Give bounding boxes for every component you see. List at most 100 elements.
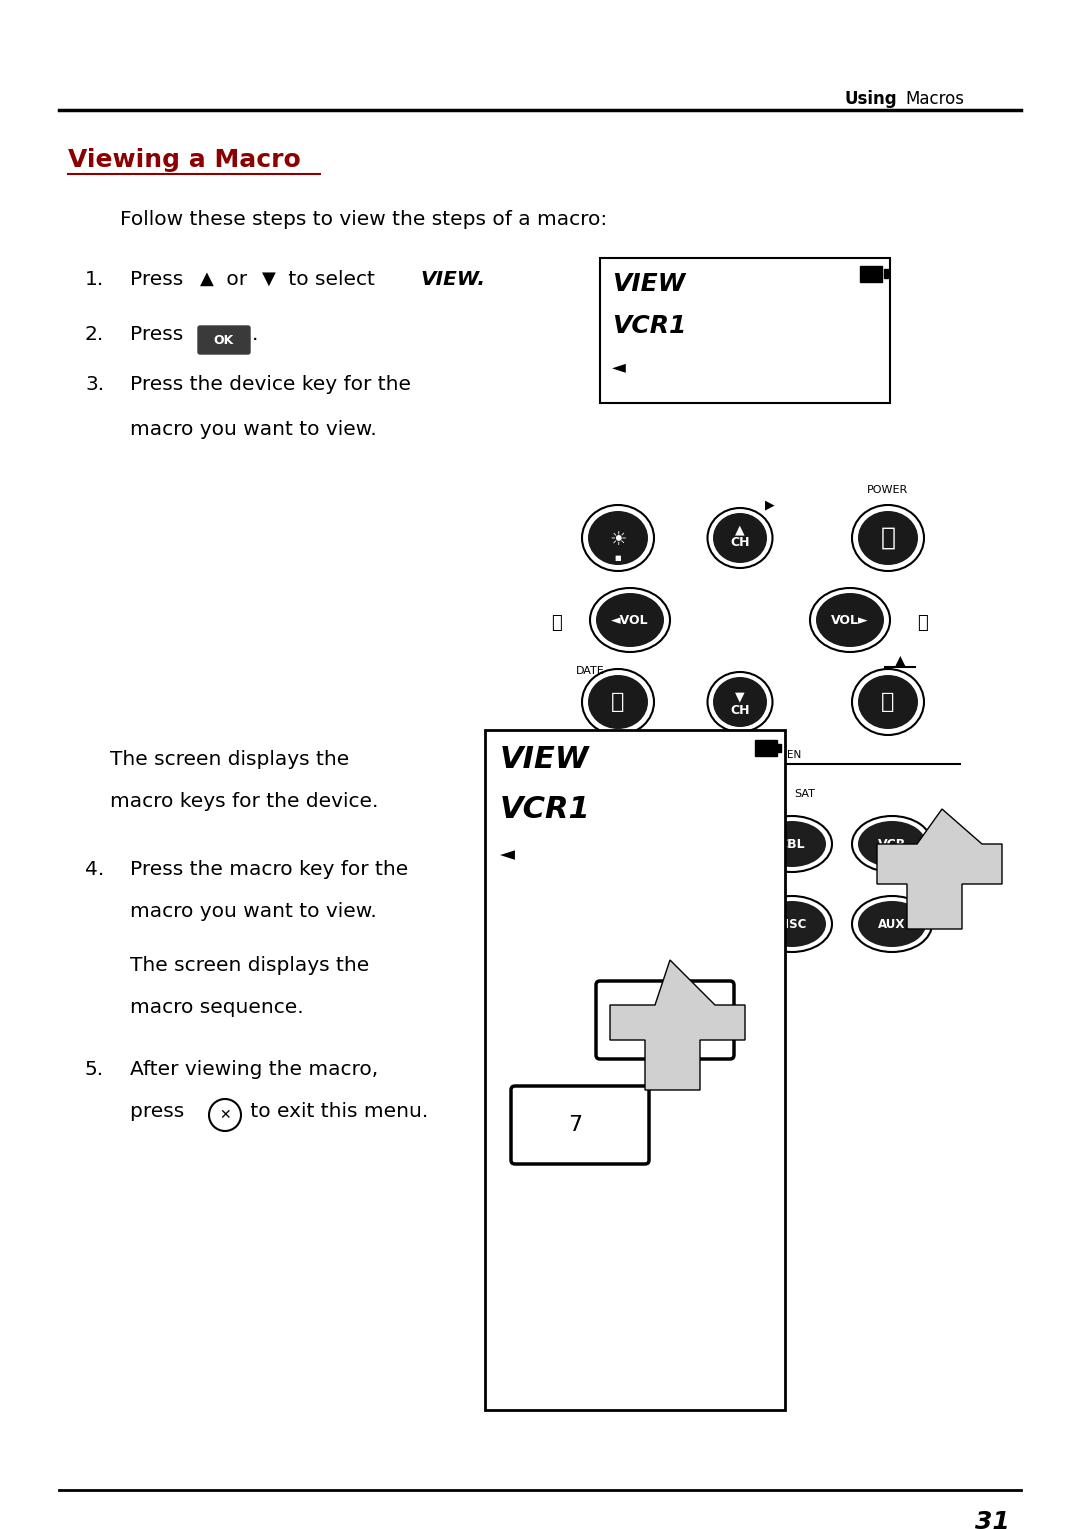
Text: press: press: [130, 1102, 191, 1121]
Ellipse shape: [713, 677, 767, 726]
Ellipse shape: [758, 821, 826, 867]
Ellipse shape: [554, 821, 622, 867]
Ellipse shape: [816, 593, 885, 647]
Text: CBL: CBL: [779, 838, 806, 850]
Text: AMP: AMP: [573, 917, 603, 931]
Circle shape: [210, 1099, 241, 1131]
Ellipse shape: [852, 896, 932, 953]
Ellipse shape: [548, 896, 627, 953]
Text: 4.: 4.: [85, 859, 105, 879]
Text: The screen displays the: The screen displays the: [130, 956, 369, 976]
Text: ✕: ✕: [219, 1109, 231, 1122]
Ellipse shape: [852, 816, 932, 872]
Ellipse shape: [858, 901, 926, 946]
Text: VCR1: VCR1: [612, 313, 687, 338]
Text: After viewing the macro,: After viewing the macro,: [130, 1060, 378, 1079]
Text: 5: 5: [648, 1011, 662, 1031]
Text: ◄: ◄: [500, 846, 515, 864]
Text: Using: Using: [845, 90, 897, 109]
Text: 1.: 1.: [85, 271, 105, 289]
Ellipse shape: [758, 901, 826, 946]
Text: macro you want to view.: macro you want to view.: [130, 902, 377, 920]
Ellipse shape: [707, 508, 772, 567]
Text: ⏻: ⏻: [880, 526, 895, 550]
Text: ⏮: ⏮: [552, 615, 563, 631]
Polygon shape: [877, 809, 1002, 930]
Text: 3.: 3.: [85, 375, 104, 394]
Ellipse shape: [713, 514, 767, 563]
Text: 2.: 2.: [85, 326, 105, 344]
Text: ☀: ☀: [609, 531, 626, 549]
Text: 🔇: 🔇: [881, 693, 894, 713]
Ellipse shape: [707, 673, 772, 732]
Ellipse shape: [810, 589, 890, 651]
Ellipse shape: [582, 505, 654, 570]
Text: ▼: ▼: [262, 271, 275, 287]
Text: Macros: Macros: [905, 90, 964, 109]
FancyBboxPatch shape: [596, 982, 734, 1060]
Ellipse shape: [588, 511, 648, 566]
Text: ■: ■: [615, 555, 621, 561]
FancyBboxPatch shape: [198, 326, 249, 355]
Polygon shape: [610, 960, 745, 1090]
Text: ◄: ◄: [612, 358, 626, 376]
Ellipse shape: [656, 821, 724, 867]
Bar: [485, 729, 785, 1410]
Text: Viewing a Macro: Viewing a Macro: [68, 148, 300, 171]
Text: macro you want to view.: macro you want to view.: [130, 420, 377, 439]
Text: DVD: DVD: [675, 838, 705, 850]
Text: VIEW: VIEW: [500, 745, 590, 774]
Text: AUDIO: AUDIO: [669, 917, 712, 931]
Ellipse shape: [548, 816, 627, 872]
Ellipse shape: [582, 670, 654, 735]
Text: ▲: ▲: [894, 653, 905, 667]
Ellipse shape: [852, 505, 924, 570]
Bar: [731, 740, 750, 758]
Bar: [777, 745, 781, 752]
Text: to exit this menu.: to exit this menu.: [244, 1102, 429, 1121]
FancyBboxPatch shape: [511, 1086, 649, 1164]
Bar: [755, 740, 777, 755]
Bar: [860, 266, 882, 281]
Text: VCR1: VCR1: [500, 795, 591, 824]
Text: CH: CH: [730, 705, 750, 717]
Text: TOUCH SCREEN: TOUCH SCREEN: [719, 751, 801, 760]
Text: ▶: ▶: [766, 498, 774, 511]
Ellipse shape: [590, 589, 670, 651]
Text: ▼: ▼: [735, 691, 745, 703]
Text: POWER: POWER: [867, 485, 908, 495]
Ellipse shape: [596, 593, 664, 647]
Text: Follow these steps to view the steps of a macro:: Follow these steps to view the steps of …: [120, 209, 607, 229]
Text: 31: 31: [975, 1511, 1010, 1529]
Text: VIEW: VIEW: [612, 272, 686, 297]
Ellipse shape: [752, 816, 832, 872]
Ellipse shape: [656, 901, 724, 946]
Text: DATE: DATE: [576, 667, 605, 676]
Text: CH: CH: [730, 537, 750, 549]
Text: Press the device key for the: Press the device key for the: [130, 375, 411, 394]
Ellipse shape: [852, 670, 924, 735]
Text: Press: Press: [130, 326, 190, 344]
Ellipse shape: [588, 674, 648, 729]
Text: OK: OK: [214, 333, 234, 347]
Ellipse shape: [858, 511, 918, 566]
Text: TV: TV: [579, 838, 597, 850]
Text: ⏭: ⏭: [918, 615, 929, 631]
Text: ▲: ▲: [200, 271, 214, 287]
Ellipse shape: [858, 674, 918, 729]
Ellipse shape: [650, 816, 730, 872]
Text: ◄VOL: ◄VOL: [611, 613, 649, 627]
Text: ▲: ▲: [735, 523, 745, 537]
Text: VCR: VCR: [878, 838, 906, 850]
Text: DISC: DISC: [777, 917, 808, 931]
Ellipse shape: [752, 896, 832, 953]
Text: .: .: [252, 326, 258, 344]
Text: 5.: 5.: [85, 1060, 104, 1079]
Text: to select: to select: [282, 271, 381, 289]
Text: VIEW.: VIEW.: [420, 271, 485, 289]
Text: Ⓟ: Ⓟ: [611, 693, 624, 713]
Text: or: or: [220, 271, 254, 289]
Text: macro sequence.: macro sequence.: [130, 998, 303, 1017]
Bar: [885, 269, 888, 278]
Text: SAT: SAT: [795, 789, 815, 800]
